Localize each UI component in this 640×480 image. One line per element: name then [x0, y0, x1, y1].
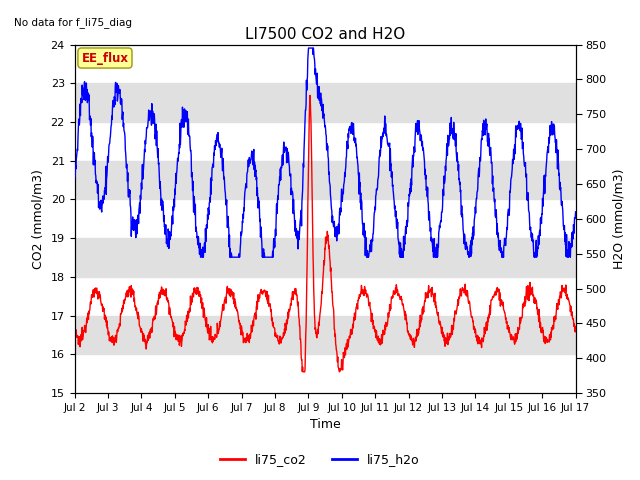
- Bar: [74, 238, 575, 277]
- Y-axis label: CO2 (mmol/m3): CO2 (mmol/m3): [32, 169, 45, 269]
- X-axis label: Time: Time: [310, 419, 340, 432]
- Title: LI7500 CO2 and H2O: LI7500 CO2 and H2O: [245, 27, 405, 42]
- Bar: [74, 84, 575, 122]
- Bar: [74, 161, 575, 200]
- Y-axis label: H2O (mmol/m3): H2O (mmol/m3): [612, 168, 625, 269]
- Bar: [74, 316, 575, 354]
- Text: EE_flux: EE_flux: [81, 51, 129, 64]
- Legend: li75_co2, li75_h2o: li75_co2, li75_h2o: [215, 448, 425, 471]
- Text: No data for f_li75_diag: No data for f_li75_diag: [14, 17, 132, 27]
